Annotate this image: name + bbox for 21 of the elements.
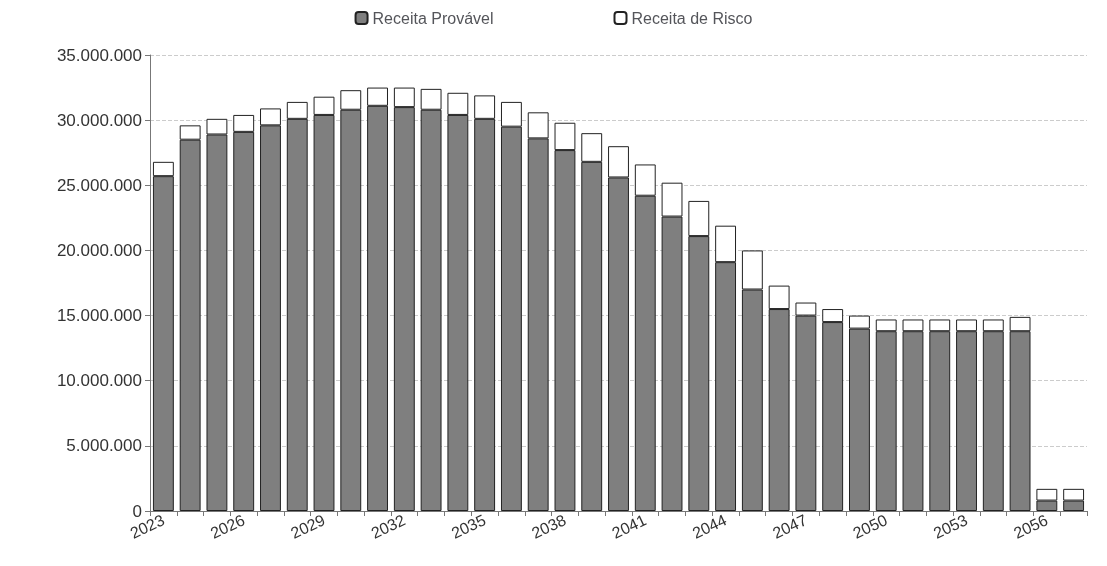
y-tick-label: 15.000.000: [56, 306, 142, 326]
y-tick-label: 5.000.000: [66, 436, 142, 456]
x-tick-label: 2032: [368, 511, 409, 542]
y-tick-label: 25.000.000: [56, 175, 142, 195]
x-tick-label: 2047: [770, 511, 810, 542]
x-tick-label: 2056: [1011, 511, 1051, 542]
x-tick-label: 2038: [529, 511, 569, 542]
legend-label: Receita de Risco: [631, 9, 753, 27]
x-tick-label: 2044: [689, 511, 730, 542]
x-tick-label: 2035: [448, 511, 489, 542]
y-tick-label: 0: [132, 501, 142, 521]
x-tick-label: 2026: [207, 511, 248, 542]
x-tick-label: 2029: [288, 511, 328, 542]
y-tick-label: 10.000.000: [56, 371, 142, 391]
y-tick-label: 20.000.000: [56, 240, 142, 260]
y-tick-label: 35.000.000: [56, 45, 142, 65]
legend-label: Receita Provável: [372, 9, 494, 27]
y-tick-label: 30.000.000: [56, 110, 142, 130]
x-tick-label: 2053: [930, 511, 971, 542]
x-tick-label: 2041: [609, 511, 649, 542]
x-tick-label: 2050: [850, 511, 890, 542]
